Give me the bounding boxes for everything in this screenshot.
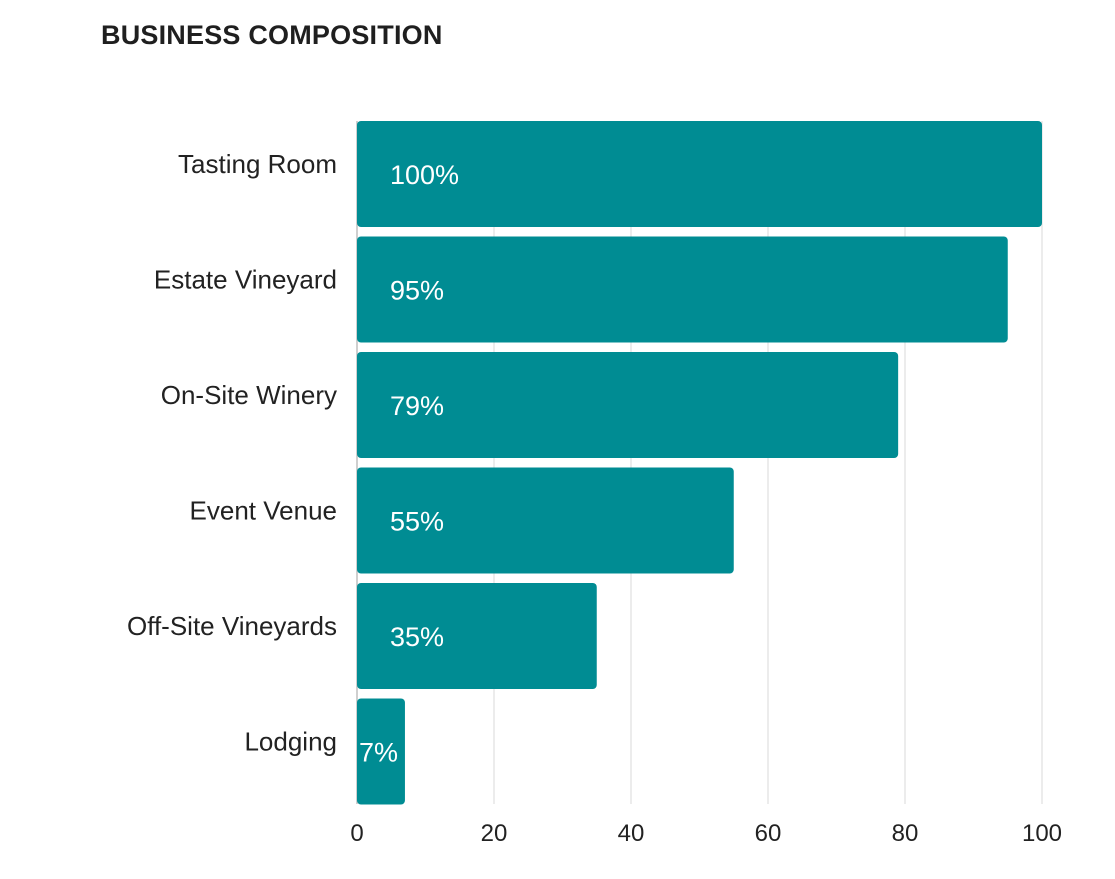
data-label-on-site-winery: 79% (390, 391, 444, 421)
bar-tasting-room (357, 121, 1042, 227)
data-label-off-site-vineyards: 35% (390, 622, 444, 652)
bar-off-site-vineyards (357, 583, 597, 689)
bar-lodging (357, 698, 405, 805)
bars (357, 121, 1042, 805)
x-tick-label-0: 0 (350, 820, 363, 847)
x-tick-label-40: 40 (618, 820, 645, 847)
data-label-tasting-room: 100% (390, 160, 459, 190)
category-labels: Tasting Room Estate Vineyard On-Site Winer… (127, 149, 337, 757)
category-label-event-venue: Event Venue (190, 496, 337, 526)
data-label-event-venue: 55% (390, 507, 444, 537)
x-tick-label-80: 80 (892, 820, 919, 847)
data-labels: 100% 95% 79% 55% 35% 7% (359, 160, 459, 768)
bar-estate-vineyard (357, 236, 1008, 343)
category-label-on-site-winery: On-Site Winery (161, 380, 337, 410)
category-label-estate-vineyard: Estate Vineyard (154, 265, 337, 295)
x-tick-label-100: 100 (1022, 820, 1062, 847)
bar-event-venue (357, 467, 734, 574)
data-label-lodging: 7% (359, 738, 398, 768)
category-label-tasting-room: Tasting Room (178, 149, 337, 179)
data-label-estate-vineyard: 95% (390, 276, 444, 306)
category-label-lodging: Lodging (244, 727, 337, 757)
chart-title: BUSINESS COMPOSITION (101, 20, 443, 50)
x-tick-label-60: 60 (755, 820, 782, 847)
x-axis-tick-labels: 0 20 40 60 80 100 (350, 820, 1062, 847)
category-label-off-site-vineyards: Off-Site Vineyards (127, 611, 337, 641)
grid-lines (356, 121, 1043, 804)
x-tick-label-20: 20 (481, 820, 508, 847)
bar-on-site-winery (357, 352, 899, 458)
